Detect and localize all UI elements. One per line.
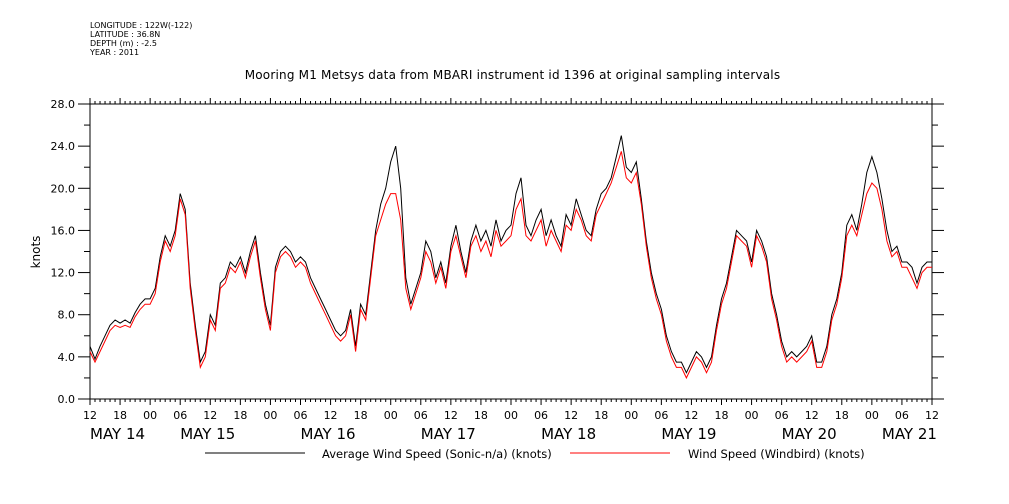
series-average-wind-speed-line bbox=[89, 135, 932, 374]
depth-text: DEPTH (m) : -2.5 bbox=[90, 39, 157, 48]
x-tick-label: 12 bbox=[444, 409, 458, 422]
x-tick-label: 18 bbox=[715, 409, 729, 422]
x-tick-label: 12 bbox=[564, 409, 578, 422]
y-tick-label: 0.0 bbox=[58, 393, 76, 406]
x-tick-label: 06 bbox=[534, 409, 548, 422]
x-tick-label: 06 bbox=[414, 409, 428, 422]
x-tick-label: 12 bbox=[805, 409, 819, 422]
x-tick-label: 18 bbox=[835, 409, 849, 422]
y-tick-label: 24.0 bbox=[51, 140, 76, 153]
x-tick-label: 18 bbox=[233, 409, 247, 422]
legend: Average Wind Speed (Sonic-n/a) (knots) W… bbox=[205, 447, 865, 461]
x-date-label: MAY 20 bbox=[782, 425, 837, 443]
x-tick-label: 00 bbox=[865, 409, 879, 422]
x-tick-label: 06 bbox=[173, 409, 187, 422]
x-date-label: MAY 17 bbox=[421, 425, 476, 443]
x-tick-label: 18 bbox=[354, 409, 368, 422]
y-tick-label: 8.0 bbox=[58, 309, 76, 322]
x-tick-label: 18 bbox=[594, 409, 608, 422]
y-axis-label: knots bbox=[29, 236, 43, 269]
y-tick-label: 12.0 bbox=[51, 267, 76, 280]
longitude-text: LONGITUDE : 122W(-122) bbox=[90, 21, 193, 30]
x-tick-label: 18 bbox=[113, 409, 127, 422]
series-windbird-wind-speed-line bbox=[89, 151, 932, 380]
x-tick-label: 12 bbox=[684, 409, 698, 422]
x-date-label: MAY 18 bbox=[541, 425, 596, 443]
x-tick-label: 00 bbox=[504, 409, 518, 422]
y-tick-label: 28.0 bbox=[51, 98, 76, 111]
x-date-label: MAY 21 bbox=[882, 425, 937, 443]
metadata-block: LONGITUDE : 122W(-122) LATITUDE : 36.8N … bbox=[90, 21, 192, 57]
x-tick-label: 00 bbox=[263, 409, 277, 422]
x-tick-label: 06 bbox=[775, 409, 789, 422]
x-tick-label: 00 bbox=[624, 409, 638, 422]
chart-title: Mooring M1 Metsys data from MBARI instru… bbox=[244, 68, 781, 82]
x-axis: 12 18 00 06 12 18 00 06 12 18 00 06 12 18 00 06 12 18 00 06… bbox=[83, 98, 939, 443]
x-tick-label: 18 bbox=[474, 409, 488, 422]
x-tick-label: 06 bbox=[654, 409, 668, 422]
legend-label-windbird: Wind Speed (Windbird) (knots) bbox=[688, 447, 865, 461]
y-tick-label: 4.0 bbox=[58, 351, 76, 364]
latitude-text: LATITUDE : 36.8N bbox=[90, 30, 161, 39]
x-tick-label: 06 bbox=[895, 409, 909, 422]
x-tick-label: 12 bbox=[203, 409, 217, 422]
x-date-label: MAY 15 bbox=[180, 425, 235, 443]
year-text: YEAR : 2011 bbox=[90, 48, 140, 57]
plot-frame bbox=[89, 103, 933, 400]
y-tick-label: 16.0 bbox=[51, 224, 76, 237]
x-date-label: MAY 14 bbox=[90, 425, 145, 443]
series-group bbox=[89, 135, 932, 380]
x-tick-label: 00 bbox=[143, 409, 157, 422]
x-tick-label: 12 bbox=[324, 409, 338, 422]
legend-label-average: Average Wind Speed (Sonic-n/a) (knots) bbox=[322, 447, 552, 461]
y-tick-label: 20.0 bbox=[51, 182, 76, 195]
x-date-label: MAY 19 bbox=[661, 425, 716, 443]
x-tick-label: 12 bbox=[925, 409, 939, 422]
x-tick-label: 06 bbox=[294, 409, 308, 422]
x-date-label: MAY 16 bbox=[301, 425, 356, 443]
x-tick-label: 00 bbox=[745, 409, 759, 422]
x-tick-label: 00 bbox=[384, 409, 398, 422]
y-axis: 0.0 4.0 8.0 12.0 16.0 20.0 24.0 28.0 bbox=[51, 98, 944, 406]
x-tick-label: 12 bbox=[83, 409, 97, 422]
